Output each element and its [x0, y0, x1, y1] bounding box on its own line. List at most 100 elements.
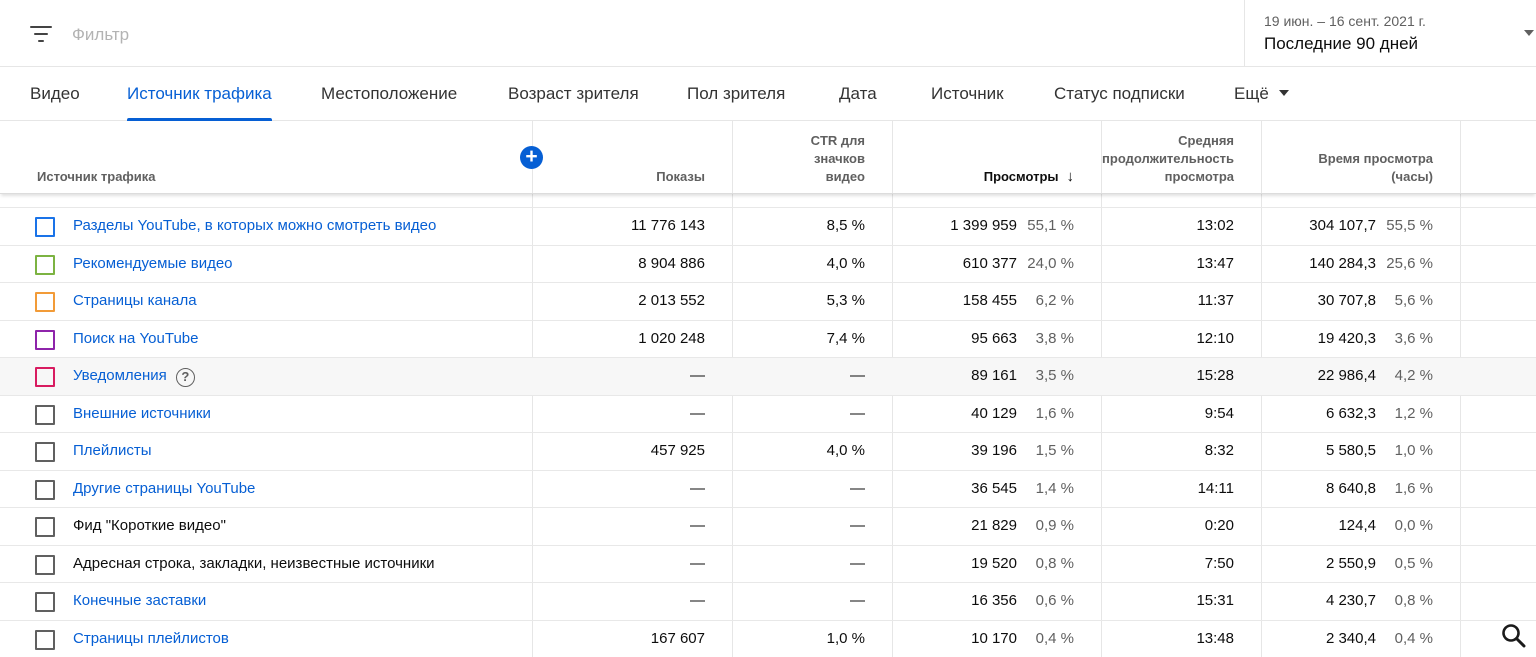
tab-more[interactable]: Ещё — [1234, 67, 1289, 121]
traffic-source-label[interactable]: Внешние источники — [73, 404, 211, 422]
table-row[interactable]: Внешние источники — — 40 129 1,6 % 9:54 6 632,… — [0, 394, 1536, 433]
cell-views-percent: 0,4 % — [1035, 629, 1074, 647]
tab-traffic-source[interactable]: Источник трафика — [127, 67, 272, 121]
header-ctr[interactable]: CTR для значков видео — [811, 132, 865, 186]
table-row[interactable]: Конечные заставки — — 16 356 0,6 % 15:31 4 230… — [0, 582, 1536, 620]
filter-input[interactable] — [72, 22, 1172, 48]
row-checkbox[interactable] — [35, 442, 55, 462]
tab-viewer-gender[interactable]: Пол зрителя — [687, 84, 786, 103]
cell-watch-time-percent: 0,5 % — [1394, 554, 1433, 572]
header-watch-time[interactable]: Время просмотра (часы) — [1318, 150, 1433, 186]
row-checkbox[interactable] — [35, 554, 55, 575]
row-checkbox[interactable] — [35, 479, 55, 500]
cell-views-percent: 1,6 % — [1035, 404, 1074, 422]
table-header: Источник трафика + Показы CTR для значко… — [0, 121, 1536, 194]
traffic-source-name[interactable]: Страницы плейлистов — [73, 630, 229, 647]
header-impressions[interactable]: Показы — [656, 169, 705, 184]
cell-avg-duration: 0:20 — [1204, 517, 1234, 534]
header-avg-duration[interactable]: Средняя продолжительность просмотра — [1102, 132, 1234, 186]
tab-date[interactable]: Дата — [839, 84, 877, 103]
row-checkbox[interactable] — [35, 367, 55, 387]
tab-location[interactable]: Местоположение — [321, 84, 458, 103]
table-row[interactable]: Адресная строка, закладки, неизвестные и… — [0, 544, 1536, 583]
row-checkbox[interactable] — [35, 292, 55, 312]
row-checkbox[interactable] — [35, 217, 55, 237]
header-ctr-line1: CTR для — [810, 133, 865, 148]
traffic-source-label: Фид "Короткие видео" — [73, 517, 226, 534]
date-range-text: 19 июн. – 16 сент. 2021 г. — [1264, 13, 1426, 29]
date-range-picker[interactable]: 19 июн. – 16 сент. 2021 г. Последние 90 … — [1244, 0, 1536, 67]
traffic-source-name[interactable]: Конечные заставки — [73, 592, 206, 609]
arrow-down-icon: ↓ — [1066, 168, 1075, 185]
row-checkbox[interactable] — [35, 517, 55, 537]
traffic-source-name[interactable]: Поиск на YouTube — [73, 330, 198, 347]
cell-views-percent: 24,0 % — [1027, 254, 1074, 272]
table-row[interactable]: Другие страницы YouTube — — 36 545 1,4 % 14:1… — [0, 469, 1536, 508]
add-circle-icon[interactable]: + — [520, 146, 543, 169]
traffic-source-label[interactable]: Страницы плейлистов — [73, 629, 229, 647]
row-checkbox[interactable] — [35, 404, 55, 425]
tab-video[interactable]: Видео — [30, 84, 80, 103]
table-row[interactable]: Рекомендуемые видео 8 904 886 4,0 % 610 377… — [0, 244, 1536, 283]
row-checkbox[interactable] — [35, 629, 55, 650]
cell-views: 36 545 — [971, 479, 1017, 497]
traffic-source-name[interactable]: Внешние источники — [73, 405, 211, 422]
table-row[interactable]: Разделы YouTube, в которых можно смотрет… — [0, 207, 1536, 245]
header-views-label: Просмотры — [983, 169, 1059, 184]
cell-impressions: 167 607 — [650, 629, 705, 647]
cell-ctr: — — [850, 517, 865, 534]
traffic-source-label[interactable]: Конечные заставки — [73, 592, 207, 609]
cell-impressions: 8 904 886 — [638, 254, 705, 272]
row-checkbox[interactable] — [35, 592, 55, 612]
caret-down-icon[interactable] — [1524, 30, 1534, 36]
cell-watch-time-percent: 25,6 % — [1386, 254, 1433, 272]
cell-avg-duration: 9:54 — [1204, 404, 1234, 422]
cell-views-percent: 0,8 % — [1035, 554, 1074, 572]
cell-avg-duration: 15:28 — [1196, 367, 1234, 384]
cell-impressions: — — [690, 404, 705, 422]
cell-watch-time-percent: 1,6 % — [1394, 479, 1433, 497]
table-row[interactable]: Поиск на YouTube 1 020 248 7,4 % 95 663 3,8 … — [0, 319, 1536, 358]
cell-views-percent: 0,9 % — [1035, 517, 1074, 534]
table-row[interactable]: Фид "Короткие видео" — — 21 829 0,9 % 0:20 124… — [0, 507, 1536, 545]
header-traffic-source[interactable]: Источник трафика — [37, 169, 156, 184]
cell-watch-time: 4 230,7 — [1325, 592, 1376, 609]
cell-impressions: — — [690, 367, 705, 384]
table-row[interactable]: Плейлисты 457 925 4,0 % 39 196 1,5 % 8:32 5 58… — [0, 432, 1536, 470]
tab-viewer-age[interactable]: Возраст зрителя — [508, 84, 639, 103]
search-icon[interactable] — [1500, 622, 1528, 650]
header-views[interactable]: Просмотры ↓ — [984, 168, 1074, 186]
cell-views: 10 170 — [971, 629, 1017, 647]
cell-views: 1 399 959 — [950, 217, 1017, 234]
traffic-source-label[interactable]: Рекомендуемые видео — [73, 254, 233, 272]
cell-ctr: 1,0 % — [826, 629, 865, 647]
traffic-source-name[interactable]: Уведомления? — [73, 367, 195, 387]
traffic-source-name[interactable]: Плейлисты — [73, 442, 152, 459]
filter-list-icon[interactable] — [30, 24, 52, 44]
cell-watch-time: 5 580,5 — [1325, 442, 1376, 459]
help-circle-icon[interactable]: ? — [175, 368, 195, 387]
row-checkbox[interactable] — [35, 329, 55, 350]
cell-views: 40 129 — [971, 404, 1017, 422]
traffic-source-name[interactable]: Другие страницы YouTube — [73, 480, 255, 497]
traffic-source-name[interactable]: Страницы канала — [73, 292, 197, 309]
traffic-source-name[interactable]: Рекомендуемые видео — [73, 255, 233, 272]
traffic-source-label[interactable]: Уведомления — [73, 367, 167, 384]
traffic-source-label[interactable]: Разделы YouTube, в которых можно смотрет… — [73, 217, 437, 234]
tab-source[interactable]: Источник — [931, 84, 1004, 103]
cell-watch-time: 6 632,3 — [1325, 404, 1376, 422]
traffic-source-name[interactable]: Разделы YouTube, в которых можно смотрет… — [73, 217, 436, 234]
cell-avg-duration: 12:10 — [1196, 329, 1234, 347]
table-row[interactable]: Страницы плейлистов 167 607 1,0 % 10 170 0,4… — [0, 619, 1536, 657]
row-checkbox[interactable] — [35, 254, 55, 275]
traffic-source-label[interactable]: Страницы канала — [73, 292, 197, 309]
traffic-source-label[interactable]: Плейлисты — [73, 442, 152, 459]
cell-views-percent: 6,2 % — [1035, 292, 1074, 309]
cell-impressions: 457 925 — [650, 442, 705, 459]
table-row[interactable]: Страницы канала 2 013 552 5,3 % 158 455 6,2 … — [0, 282, 1536, 320]
tab-subscription-status[interactable]: Статус подписки — [1054, 84, 1185, 103]
table-row[interactable]: Уведомления? — — 89 161 3,5 % 15:28 22 986,4 4,… — [0, 357, 1536, 395]
traffic-source-label[interactable]: Другие страницы YouTube — [73, 479, 256, 497]
header-avg-line3: просмотра — [1164, 169, 1234, 184]
traffic-source-label[interactable]: Поиск на YouTube — [73, 329, 199, 347]
